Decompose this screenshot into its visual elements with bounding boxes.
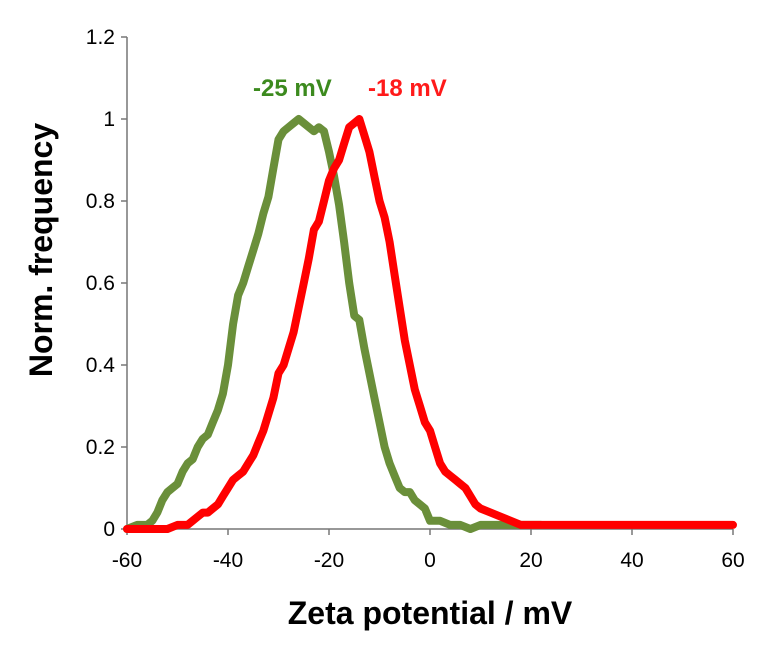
data-series xyxy=(123,115,737,533)
y-tick-label: 0.6 xyxy=(86,272,115,295)
x-tick-label: 60 xyxy=(721,549,744,572)
x-tick-label: 20 xyxy=(519,549,542,572)
annotation-green: -25 mV xyxy=(253,75,332,102)
x-tick-label: 0 xyxy=(424,549,436,572)
annotation-red: -18 mV xyxy=(368,75,447,102)
y-tick-label: 1.2 xyxy=(86,26,115,49)
x-axis-title: Zeta potential / mV xyxy=(288,595,573,631)
y-tick-label: 1 xyxy=(103,108,115,131)
y-axis-title: Norm. frequency xyxy=(23,123,59,377)
y-tick-label: 0.2 xyxy=(86,436,115,459)
x-tick-label: 40 xyxy=(620,549,643,572)
y-tick-label: 0.4 xyxy=(86,354,116,377)
axis-ticks: -60 -40 -20 0 20 40 60 0 0.2 0.4 0.6 0.8 1 1.2 xyxy=(86,26,745,572)
y-tick-label: 0 xyxy=(103,518,115,541)
x-tick-label: -60 xyxy=(112,549,142,572)
y-tick-label: 0.8 xyxy=(86,190,115,213)
series-line-red xyxy=(123,115,737,533)
x-tick-label: -40 xyxy=(213,549,243,572)
series-line-green xyxy=(123,115,546,533)
x-tick-label: -20 xyxy=(314,549,344,572)
